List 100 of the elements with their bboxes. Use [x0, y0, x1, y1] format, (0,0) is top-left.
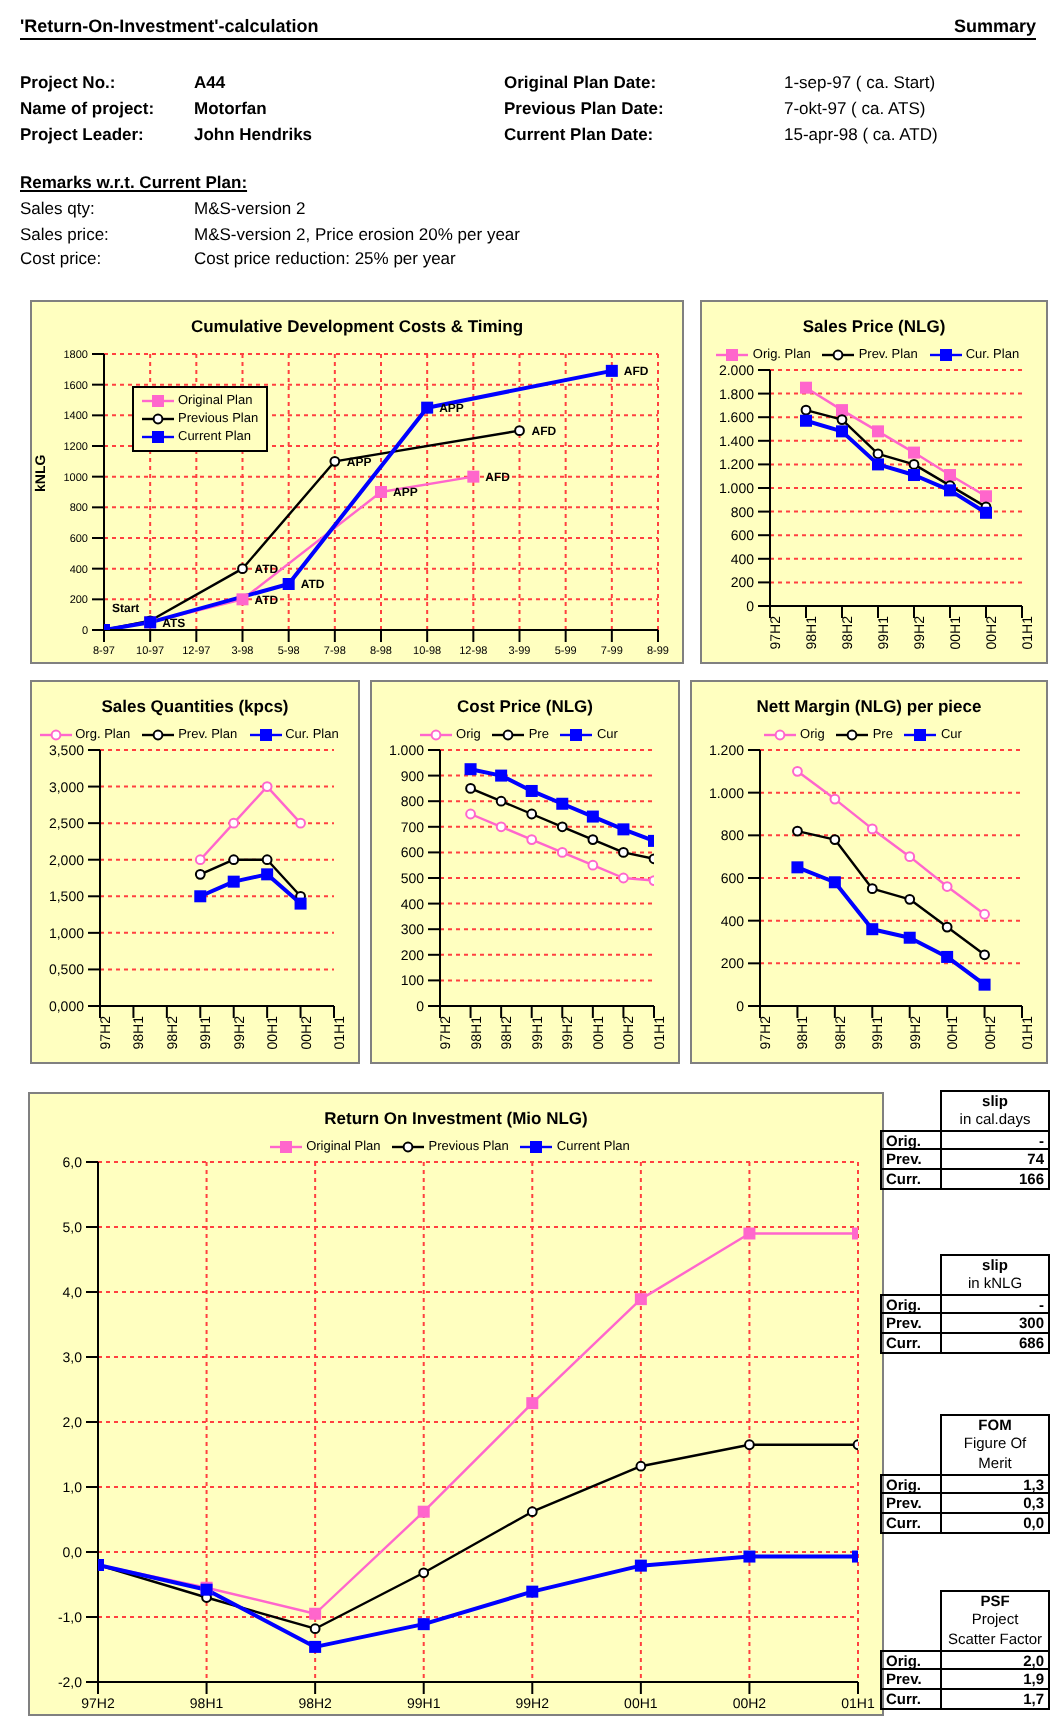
- text: Motorfan: [194, 98, 269, 118]
- point: [375, 486, 387, 498]
- point: [526, 1585, 539, 1598]
- point: [228, 854, 240, 866]
- point: [800, 404, 812, 416]
- point: [309, 1623, 321, 1635]
- point: [980, 490, 992, 503]
- point: [556, 847, 568, 858]
- point: [495, 821, 507, 833]
- point: [417, 1505, 430, 1518]
- point: [872, 458, 884, 471]
- chart-title: Cumulative Development Costs & Timing: [188, 316, 526, 340]
- point: [743, 1227, 756, 1240]
- point: [194, 890, 207, 903]
- point: [605, 364, 618, 377]
- point: [236, 593, 249, 606]
- point: [979, 949, 990, 961]
- point: [908, 469, 920, 482]
- line-series: [98, 1550, 858, 1653]
- point: [467, 470, 480, 483]
- point: [194, 868, 206, 880]
- point: [866, 883, 878, 895]
- point: [829, 834, 841, 845]
- chart-title: Return On Investment (Mio NLG): [322, 1108, 590, 1132]
- text: A44: [194, 72, 228, 92]
- point: [228, 817, 240, 829]
- point: [526, 834, 538, 845]
- text: Sales price:: [20, 223, 111, 243]
- point: [329, 455, 341, 467]
- point: [617, 823, 630, 836]
- point: [634, 1293, 647, 1306]
- point: [587, 834, 599, 845]
- point: [556, 797, 569, 810]
- point: [526, 1506, 538, 1518]
- point: [743, 1550, 756, 1563]
- point: [980, 506, 992, 519]
- point: [618, 847, 629, 858]
- point: [526, 808, 538, 820]
- chart-title: Nett Margin (NLG) per piece: [754, 696, 984, 720]
- point: [908, 459, 920, 470]
- chart-title: Cost Price (NLG): [454, 696, 595, 720]
- point: [618, 872, 629, 884]
- text: Summary: [953, 16, 1036, 36]
- point: [309, 1640, 322, 1653]
- point: [261, 854, 273, 866]
- point: [309, 1607, 322, 1620]
- point: [941, 881, 953, 892]
- point: [904, 893, 916, 905]
- point: [237, 563, 248, 575]
- text: 7-okt-97 ( ca. ATS): [784, 98, 928, 118]
- point: [586, 810, 599, 823]
- point: [514, 425, 525, 437]
- point: [465, 808, 476, 820]
- chart-title: Sales Quantities (kpcs): [99, 696, 291, 720]
- point: [828, 876, 841, 889]
- point: [587, 859, 599, 871]
- point: [872, 448, 884, 460]
- point: [418, 1567, 430, 1579]
- text: Project No.:: [20, 72, 118, 92]
- point: [908, 446, 920, 459]
- point: [836, 414, 848, 425]
- point: [495, 769, 508, 782]
- point: [903, 931, 916, 944]
- point: [866, 923, 879, 936]
- point: [261, 781, 273, 792]
- text: Cost price:: [20, 248, 104, 268]
- point: [526, 1397, 539, 1410]
- point: [979, 908, 990, 920]
- point: [792, 825, 803, 837]
- point: [465, 783, 476, 794]
- point: [829, 793, 841, 805]
- point: [872, 425, 884, 438]
- point: [904, 851, 916, 863]
- point: [941, 950, 954, 963]
- point: [944, 484, 956, 497]
- point: [635, 1460, 647, 1472]
- text: Sales qty:: [20, 198, 97, 218]
- text: Previous Plan Date:: [504, 98, 666, 118]
- point: [261, 868, 274, 881]
- point: [294, 897, 307, 910]
- point: [866, 823, 878, 835]
- point: [941, 921, 953, 933]
- text: M&S-version 2, Price erosion 20% per year: [194, 223, 520, 243]
- point: [944, 469, 956, 482]
- text: Remarks w.r.t. Current Plan:: [20, 172, 250, 196]
- point: [295, 817, 306, 829]
- text: Project Leader:: [20, 124, 146, 144]
- point: [194, 854, 206, 866]
- point: [495, 795, 507, 807]
- point: [836, 404, 848, 417]
- point: [417, 1618, 430, 1631]
- text: Original Plan Date:: [504, 72, 659, 92]
- text: Current Plan Date:: [504, 124, 656, 144]
- point: [836, 425, 848, 438]
- point: [282, 578, 295, 590]
- text: 1-sep-97 ( ca. Start): [784, 72, 938, 92]
- point: [525, 784, 538, 797]
- point: [791, 861, 804, 874]
- text: 15-apr-98 ( ca. ATD): [784, 124, 940, 144]
- text: M&S-version 2: [194, 198, 306, 218]
